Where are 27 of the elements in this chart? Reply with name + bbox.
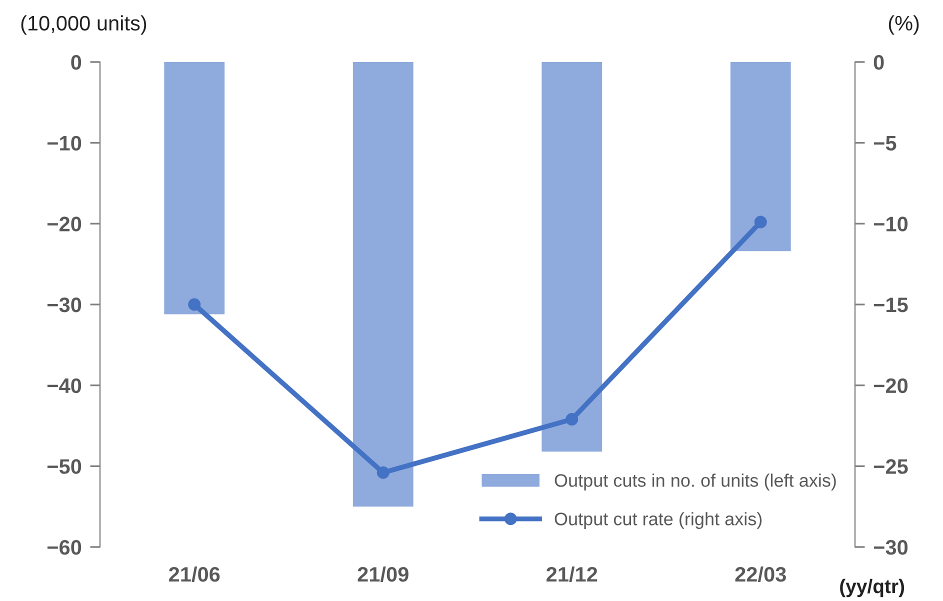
y2-tick-label: 0 (874, 55, 884, 70)
legend-label: Output cut rate (right axis) (554, 512, 762, 529)
legend-label: Output cuts in no. of units (left axis) (554, 474, 836, 490)
y-tick-label: −50 (47, 459, 82, 474)
point (566, 413, 578, 426)
y-tick-label: −20 (47, 216, 82, 232)
y-tick-label: −40 (47, 378, 82, 394)
y2-tick-label: −20 (874, 378, 908, 394)
x-tick-label: 21/09 (358, 566, 408, 582)
y-tick-label: −60 (47, 540, 82, 555)
y-axis-title: (10,000 units) (21, 15, 146, 35)
y2-tick-label: −10 (874, 216, 908, 232)
point (376, 466, 390, 479)
x-tick-label: 21/12 (546, 566, 598, 582)
y-tick-label: −30 (47, 298, 82, 312)
y2-tick-label: −25 (874, 459, 908, 474)
point (754, 216, 767, 228)
text: (yy/qtr) (840, 578, 904, 598)
y-tick-label: 0 (71, 55, 82, 70)
y2-tick-label: −30 (874, 540, 908, 555)
y2-tick-label: −5 (874, 136, 896, 151)
y2-axis-title: (%) (888, 15, 919, 35)
x-tick-label: 21/06 (169, 566, 220, 582)
point (188, 298, 201, 311)
y-tick-label: −10 (47, 136, 82, 151)
x-tick-label: 22/03 (735, 566, 786, 582)
y2-tick-label: −15 (874, 298, 908, 312)
